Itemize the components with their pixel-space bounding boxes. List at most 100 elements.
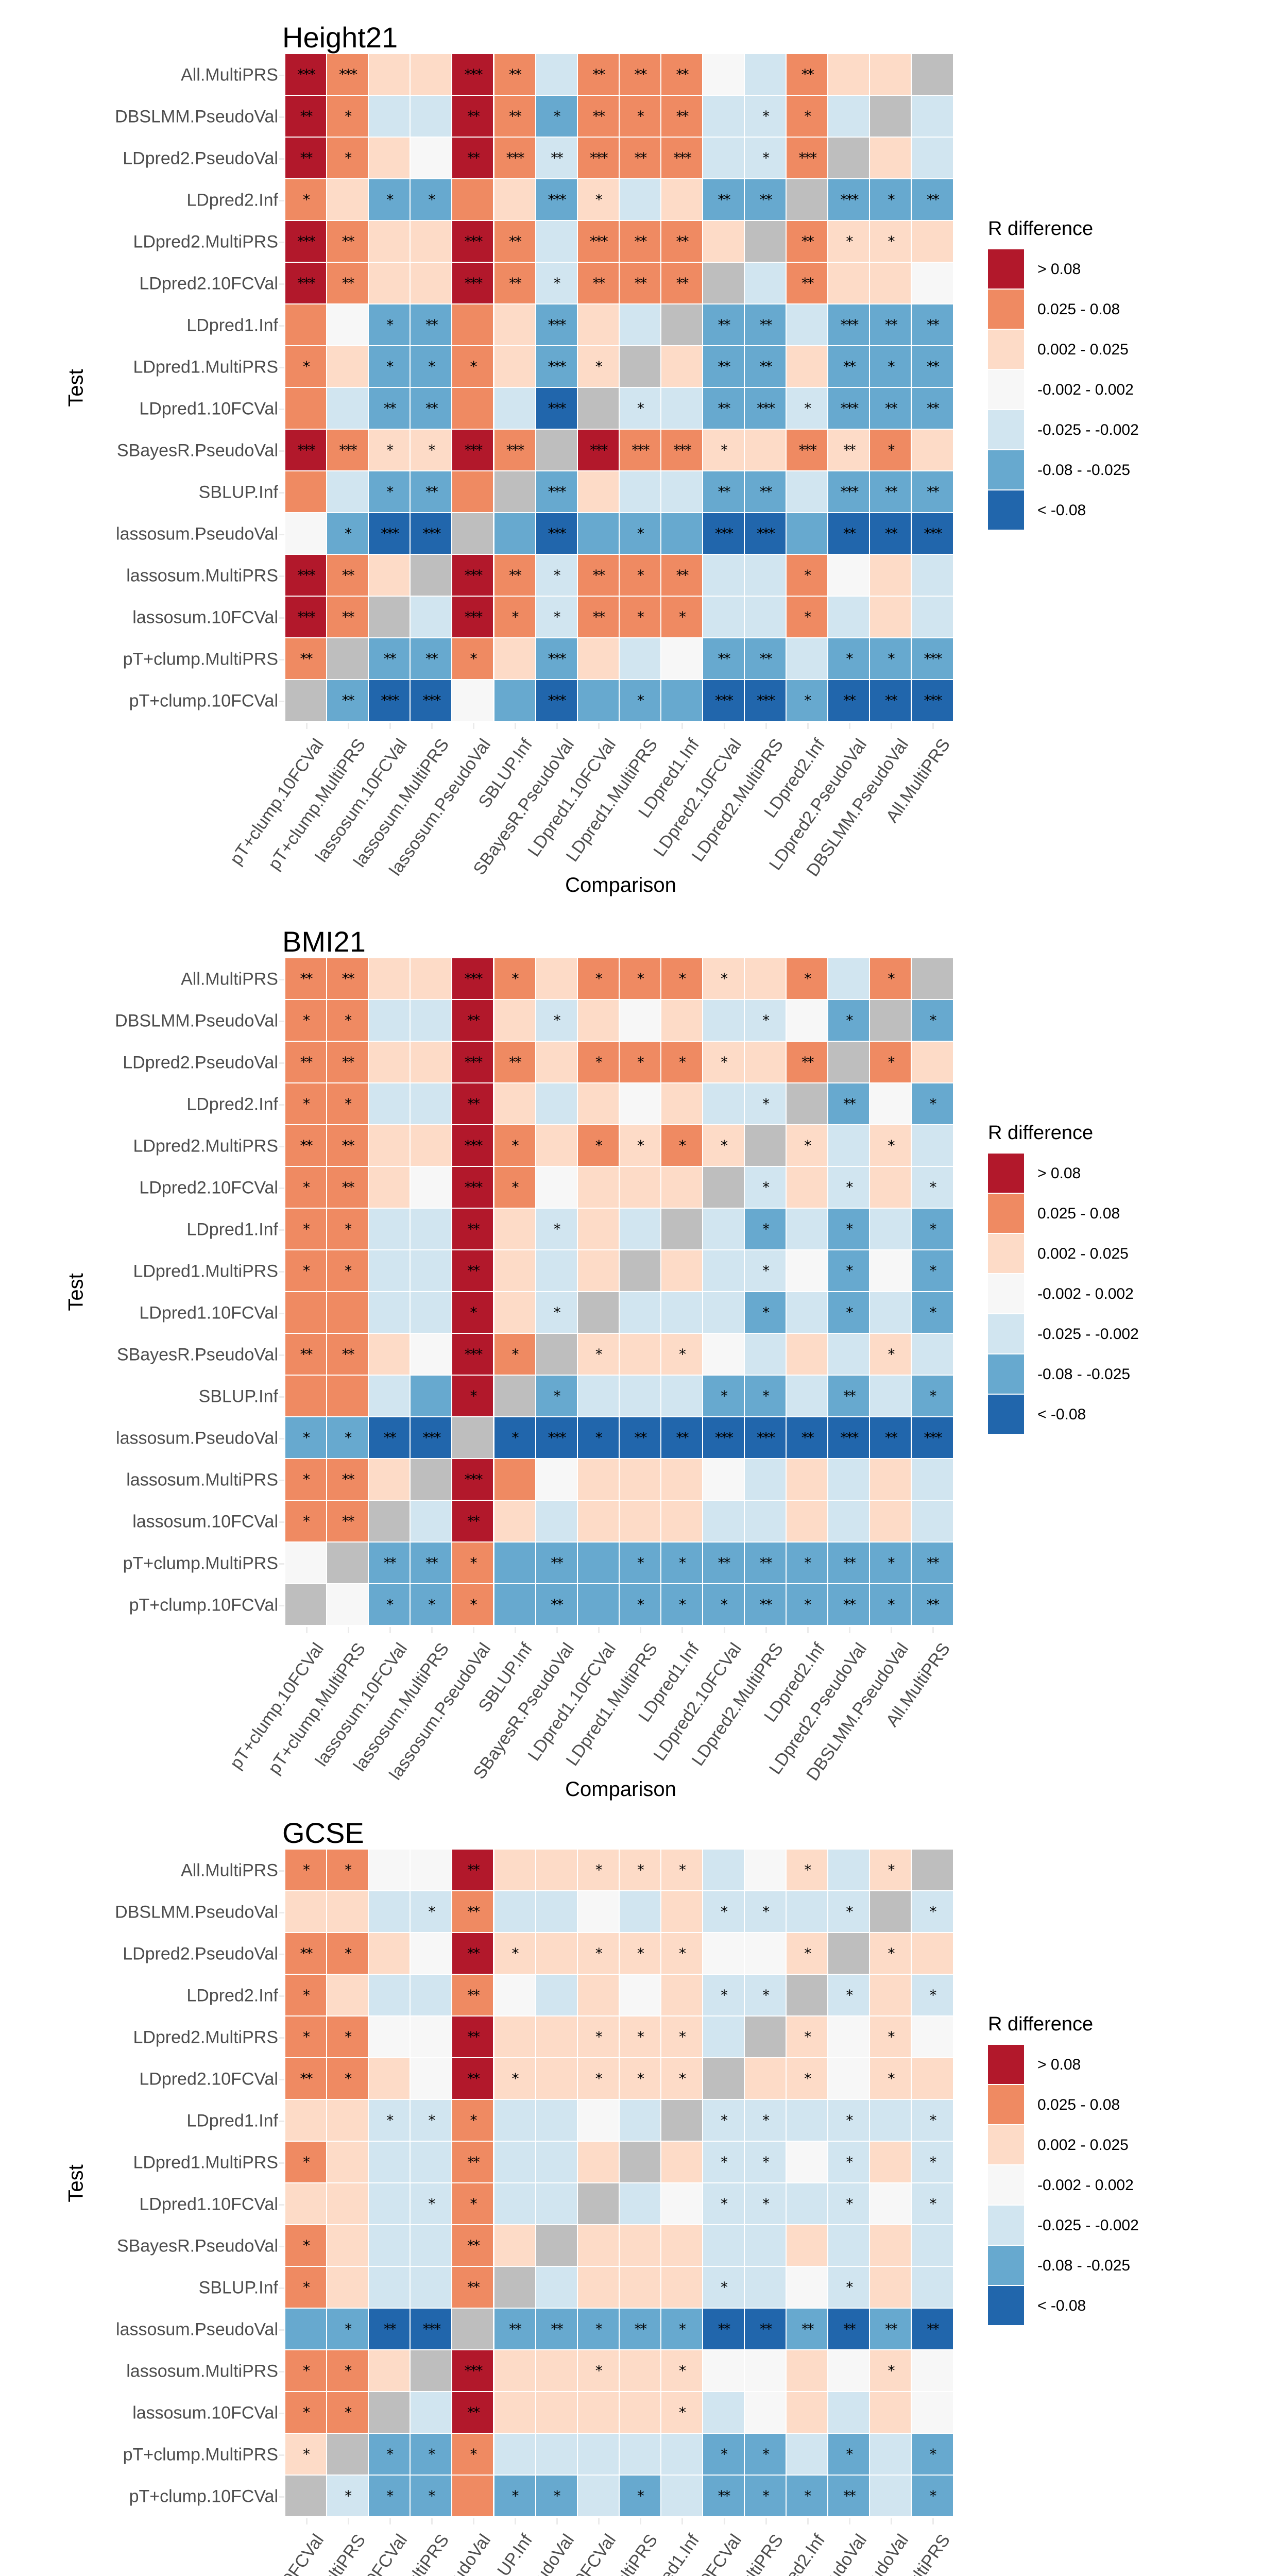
heatmap-cell — [285, 1543, 328, 1584]
heatmap-cell: *** — [787, 430, 829, 471]
heatmap-cell — [828, 2058, 871, 2100]
heatmap-cell: ** — [912, 304, 954, 346]
heatmap-cell: ** — [828, 346, 871, 388]
significance-stars: *** — [673, 149, 692, 166]
significance-stars: *** — [381, 692, 399, 709]
heatmap-cell — [411, 1376, 453, 1417]
significance-stars: *** — [339, 442, 357, 459]
significance-stars: ** — [927, 358, 940, 375]
significance-stars: * — [678, 1596, 686, 1613]
significance-stars: ** — [467, 1012, 480, 1029]
heatmap-cell: ** — [745, 179, 787, 221]
heatmap-cell: * — [285, 2350, 328, 2392]
significance-stars: ** — [884, 525, 898, 542]
heatmap-cell — [912, 2267, 954, 2309]
heatmap-cell: ** — [411, 1543, 453, 1584]
significance-stars: * — [678, 1346, 686, 1363]
heatmap-cell: * — [577, 958, 620, 1000]
x-tick-mark — [305, 2518, 308, 2524]
heatmap-cell: * — [828, 2100, 871, 2142]
significance-stars: ** — [509, 66, 522, 83]
significance-stars: ** — [342, 233, 355, 250]
x-tick-mark — [347, 2518, 349, 2524]
heatmap-cell — [369, 1975, 411, 2016]
x-tick-mark — [723, 1627, 725, 1633]
heatmap-cell: ** — [787, 221, 829, 263]
significance-stars: * — [470, 1304, 477, 1321]
heatmap-cell: * — [411, 430, 453, 471]
heatmap-cell: ** — [912, 179, 954, 221]
significance-stars: * — [888, 2070, 895, 2087]
heatmap-cell: *** — [536, 638, 578, 680]
significance-stars: * — [303, 191, 310, 208]
legend-swatch — [988, 2125, 1024, 2165]
heatmap-cell: *** — [577, 138, 620, 179]
heatmap-cell — [411, 138, 453, 179]
heatmap-cell: * — [452, 2100, 494, 2142]
heatmap-cell: ** — [285, 638, 328, 680]
x-tick-mark — [305, 723, 308, 729]
heatmap-cell — [494, 1584, 536, 1626]
significance-stars: *** — [297, 608, 316, 625]
heatmap-cell: *** — [411, 680, 453, 722]
heatmap-cell: * — [828, 1167, 871, 1209]
significance-stars: ** — [634, 149, 647, 166]
heatmap-cell — [745, 2016, 787, 2058]
heatmap-cell: *** — [745, 1417, 787, 1459]
heatmap-cell: * — [828, 2142, 871, 2183]
heatmap-cell: * — [745, 2183, 787, 2225]
significance-stars: ** — [509, 1054, 522, 1071]
heatmap-cell — [661, 1459, 703, 1501]
significance-stars: * — [762, 1221, 770, 1238]
heatmap-cell — [661, 1250, 703, 1292]
heatmap-cell: * — [577, 1125, 620, 1167]
heatmap-panel-bmi21: BMI21 ** ** *** * * * * * * * * * ** * * * * ** ** *** ** * * * *… — [0, 925, 1262, 1826]
heatmap-cell: * — [912, 2142, 954, 2183]
heatmap-cell: ** — [745, 304, 787, 346]
heatmap-cell: * — [327, 513, 369, 555]
y-tick-label: lassosum.10FCVal — [132, 1512, 278, 1531]
significance-stars: * — [595, 1054, 603, 1071]
heatmap-cell — [452, 513, 494, 555]
legend-swatch — [988, 1234, 1024, 1274]
heatmap-cell — [494, 2100, 536, 2142]
significance-stars: ** — [801, 2320, 814, 2337]
significance-stars: * — [804, 2070, 811, 2087]
heatmap-cell: * — [536, 2476, 578, 2517]
heatmap-cell: ** — [745, 1543, 787, 1584]
heatmap-cell: * — [870, 221, 912, 263]
x-tick-mark — [723, 2518, 725, 2524]
heatmap-cell: ** — [285, 1334, 328, 1376]
y-tick-label: lassosum.PseudoVal — [116, 1428, 278, 1448]
significance-stars: * — [637, 525, 644, 542]
heatmap-cell — [703, 1850, 745, 1891]
heatmap-cell — [912, 1334, 954, 1376]
significance-stars: * — [888, 1346, 895, 1363]
heatmap-cell — [536, 2058, 578, 2100]
heatmap-cell — [787, 1975, 829, 2016]
heatmap-cell — [577, 471, 620, 513]
heatmap-cell: * — [411, 346, 453, 388]
heatmap-cell — [870, 597, 912, 638]
significance-stars: * — [470, 2195, 477, 2212]
heatmap-cell — [661, 346, 703, 388]
heatmap-cell: ** — [494, 1042, 536, 1083]
significance-stars: ** — [467, 2070, 480, 2087]
significance-stars: * — [345, 108, 352, 125]
heatmap-cell: * — [285, 346, 328, 388]
heatmap-cell: *** — [452, 597, 494, 638]
heatmap-cell: * — [745, 1000, 787, 1042]
heatmap-cell — [536, 2267, 578, 2309]
heatmap-cell: * — [828, 221, 871, 263]
x-tick-mark — [765, 2518, 767, 2524]
significance-stars: *** — [464, 1137, 483, 1154]
heatmap-cell — [619, 1000, 661, 1042]
significance-stars: * — [345, 1861, 352, 1878]
heatmap-cell — [619, 304, 661, 346]
legend-item: 0.002 - 0.025 — [988, 330, 1139, 370]
heatmap-cell: ** — [411, 638, 453, 680]
heatmap-cell: * — [327, 1417, 369, 1459]
heatmap-cell: ** — [452, 1209, 494, 1250]
heatmap-cell — [536, 2392, 578, 2434]
heatmap-cell — [870, 1000, 912, 1042]
